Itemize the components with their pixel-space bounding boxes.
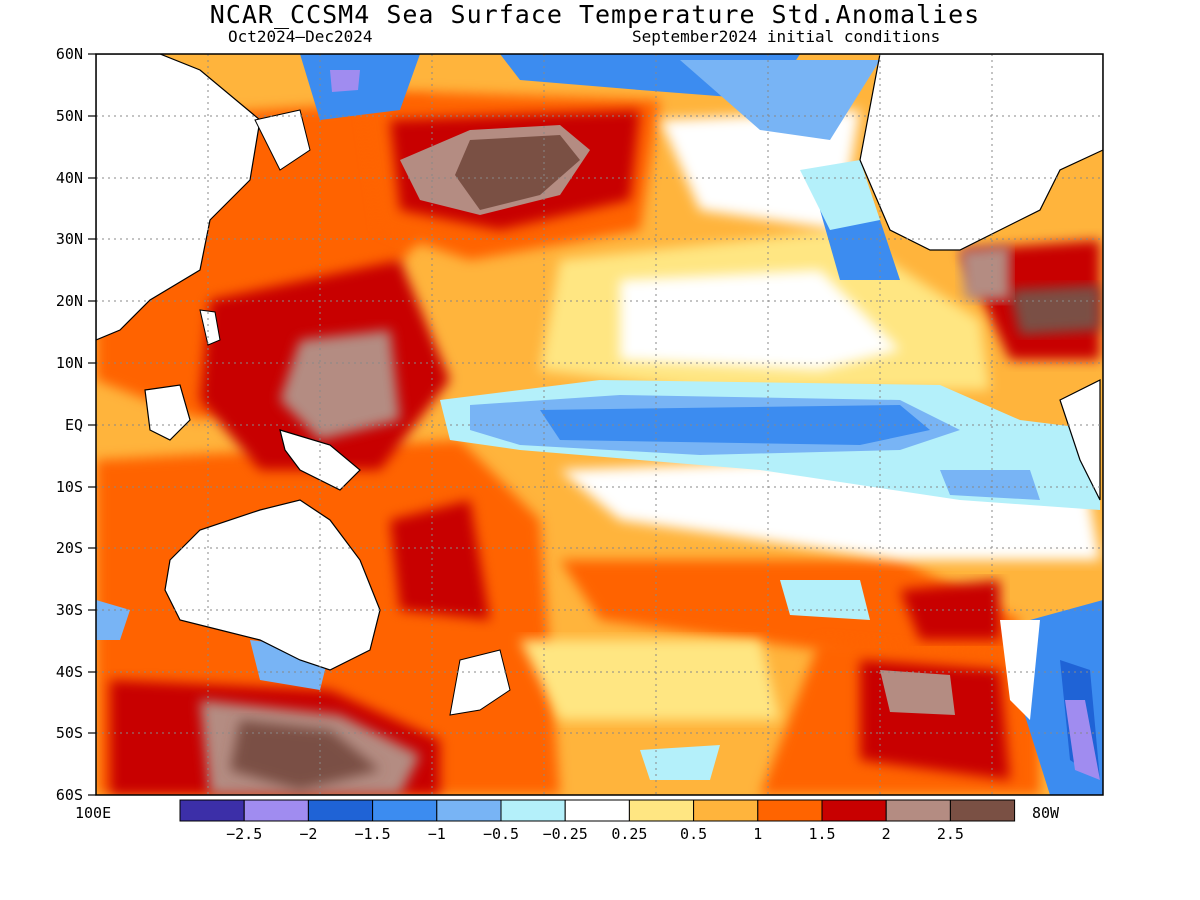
legend-swatch xyxy=(757,799,823,822)
lat-label: 40N xyxy=(56,169,83,187)
legend-label: 1 xyxy=(753,825,762,843)
color-legend xyxy=(179,799,1016,822)
legend-label: 0.5 xyxy=(680,825,707,843)
legend-label: 1.5 xyxy=(808,825,835,843)
lat-label: 60N xyxy=(56,45,83,63)
lat-label: 10N xyxy=(56,354,83,372)
legend-swatch xyxy=(628,799,695,822)
legend-swatch xyxy=(564,799,630,822)
legend-swatch xyxy=(885,799,951,822)
legend-swatch xyxy=(307,799,374,822)
legend-swatch xyxy=(500,799,566,822)
legend-label: −0.25 xyxy=(543,825,588,843)
forecast-period: Oct2024–Dec2024 xyxy=(228,27,373,46)
legend-swatch xyxy=(436,799,502,822)
legend-label: 0.25 xyxy=(611,825,647,843)
lon-left-label: 100E xyxy=(75,804,111,822)
map-title: NCAR_CCSM4 Sea Surface Temperature Std.A… xyxy=(209,0,981,29)
legend-label: 2.5 xyxy=(937,825,964,843)
lat-label: 30S xyxy=(56,601,83,619)
legend-swatch xyxy=(372,799,438,822)
legend-swatch xyxy=(949,799,1016,822)
legend-swatch xyxy=(243,799,309,822)
lon-right-label: 80W xyxy=(1032,804,1060,822)
anomaly-field xyxy=(96,54,1103,795)
lat-label: EQ xyxy=(65,416,83,434)
lat-label: 30N xyxy=(56,230,83,248)
lat-label: 40S xyxy=(56,663,83,681)
latitude-labels: 60N 50N 40N 30N 20N 10N EQ 10S 20S 30S 4… xyxy=(56,45,83,804)
lat-label: 50S xyxy=(56,724,83,742)
lat-label: 20S xyxy=(56,539,83,557)
legend-label: −0.5 xyxy=(483,825,519,843)
lat-label: 50N xyxy=(56,107,83,125)
lat-label: 10S xyxy=(56,478,83,496)
initial-conditions: September2024 initial conditions xyxy=(632,27,941,46)
color-legend-labels: −2.5 −2 −1.5 −1 −0.5 −0.25 0.25 0.5 1 1.5 2 2.5 xyxy=(226,825,964,843)
legend-label: −2.5 xyxy=(226,825,262,843)
legend-swatch xyxy=(179,799,245,822)
legend-label: −1.5 xyxy=(355,825,391,843)
lat-label: 60S xyxy=(56,786,83,804)
lat-label: 20N xyxy=(56,292,83,310)
legend-swatch xyxy=(821,799,887,822)
legend-label: −2 xyxy=(299,825,317,843)
legend-swatch xyxy=(693,799,759,822)
legend-label: 2 xyxy=(882,825,891,843)
legend-label: −1 xyxy=(428,825,446,843)
